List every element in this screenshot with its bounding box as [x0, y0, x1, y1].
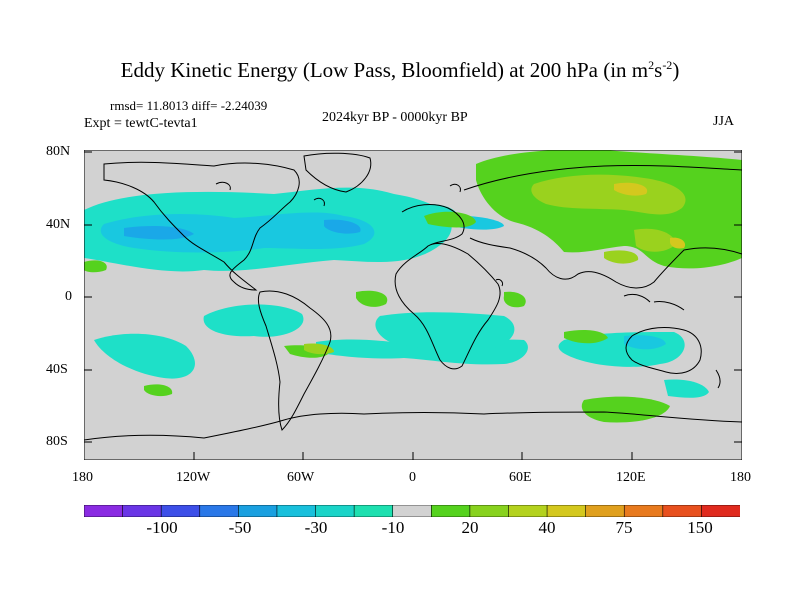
lon-tick-120w: 120W [176, 470, 211, 485]
colorbar-swatch [546, 505, 587, 517]
tick-marks [84, 151, 742, 460]
lat-tick-40s: 40S [46, 362, 68, 377]
colorbar-swatch [238, 505, 278, 517]
colorbar [84, 505, 740, 517]
figure-title: Eddy Kinetic Energy (Low Pass, Bloomfiel… [120, 58, 680, 82]
colorbar-label: -100 [146, 518, 178, 537]
lon-tick-0: 0 [409, 470, 416, 485]
colorbar-swatch [662, 505, 703, 517]
colorbar-label: 75 [615, 518, 633, 537]
lon-tick-180e: 180 [730, 470, 751, 485]
colorbar-label: 150 [687, 518, 713, 537]
lat-tick-40n: 40N [46, 217, 71, 232]
lon-tick-60w: 60W [287, 470, 315, 485]
colorbar-label: -10 [381, 518, 405, 537]
colorbar-swatch [701, 505, 740, 517]
colorbar-swatch [508, 505, 548, 517]
colorbar-swatch [160, 505, 201, 517]
colorbar-label: -50 [228, 518, 252, 537]
colorbar-swatch [199, 505, 240, 517]
experiment-label: Expt = tewtC-tevta1 [84, 116, 198, 131]
lat-tick-80n: 80N [46, 144, 71, 159]
positive-anomaly-peaks [614, 182, 686, 249]
colorbar-swatch [276, 505, 317, 517]
colorbar-swatch [469, 505, 510, 517]
lon-tick-180w: 180 [72, 470, 93, 485]
colorbar-swatch [84, 505, 124, 517]
colorbar-label: -30 [304, 518, 328, 537]
colorbar-swatch [392, 505, 433, 517]
colorbar-swatch [585, 505, 626, 517]
colorbar-swatch [623, 505, 664, 517]
colorbar-swatch [353, 505, 394, 517]
colorbar-label: 40 [538, 518, 556, 537]
lat-tick-0: 0 [65, 289, 72, 304]
stats-label: rmsd= 11.8013 diff= -2.24039 [110, 98, 268, 113]
lat-tick-80s: 80S [46, 434, 68, 449]
colorbar-label: 20 [461, 518, 479, 537]
lon-tick-120e: 120E [616, 470, 646, 485]
colorbar-swatch [122, 505, 162, 517]
colorbar-swatch [430, 505, 471, 517]
lon-tick-60e: 60E [509, 470, 532, 485]
coastlines [84, 152, 742, 441]
period-label: 2024kyr BP - 0000kyr BP [322, 110, 468, 125]
map-plot [84, 150, 742, 460]
season-label: JJA [713, 114, 735, 129]
colorbar-swatch [315, 505, 355, 517]
